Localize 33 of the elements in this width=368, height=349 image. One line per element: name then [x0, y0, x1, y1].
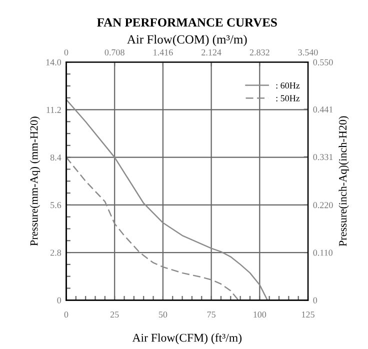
- y-tick-label: 8.4: [50, 154, 62, 161]
- chart-title: FAN PERFORMANCE CURVES: [97, 18, 277, 27]
- y-axis-title: Pressure(mm-Aq) (mm-H20): [30, 116, 40, 246]
- y-tick-label: 5.6: [50, 202, 62, 208]
- y2-tick-label: 0.331: [313, 154, 333, 160]
- x2-tick-label: 0.708: [104, 49, 124, 56]
- x-axis-title: Air Flow(CFM) (ft³/m): [132, 333, 242, 344]
- y2-tick-label: 0.441: [313, 106, 333, 113]
- x-tick-label: 0: [64, 312, 68, 318]
- y-tick-label: 0: [57, 297, 62, 304]
- x2-tick-label: 3.540: [298, 49, 318, 56]
- legend-label: : 60Hz: [276, 82, 300, 89]
- y-tick-label: 2.8: [50, 250, 62, 256]
- x2-tick-label: 2.832: [250, 49, 270, 56]
- x-tick-label: 125: [302, 312, 314, 318]
- legend-label: : 50Hz: [276, 95, 300, 102]
- y2-tick-label: 0.550: [313, 59, 333, 66]
- x-tick-label: 75: [207, 312, 216, 318]
- x2-tick-label: 0: [64, 49, 68, 56]
- y-tick-label: 11.2: [46, 106, 61, 113]
- x-tick-label: 25: [110, 312, 119, 318]
- x2-tick-label: 2.124: [202, 49, 222, 56]
- line-series: [66, 156, 240, 300]
- y2-tick-label: 0.220: [313, 202, 333, 208]
- y2-tick-label: 0: [313, 297, 318, 304]
- x2-axis-title: Air Flow(COM) (m³/m): [127, 34, 247, 46]
- y-tick-label: 14.0: [46, 59, 62, 66]
- line-series: [66, 98, 268, 300]
- x2-tick-label: 1.416: [154, 49, 173, 56]
- y2-axis-title: Pressure(inch-Aq)(inch-H20): [338, 116, 349, 246]
- x-tick-label: 100: [254, 312, 266, 318]
- x-tick-label: 50: [158, 312, 168, 318]
- y2-tick-label: 0.110: [313, 250, 333, 256]
